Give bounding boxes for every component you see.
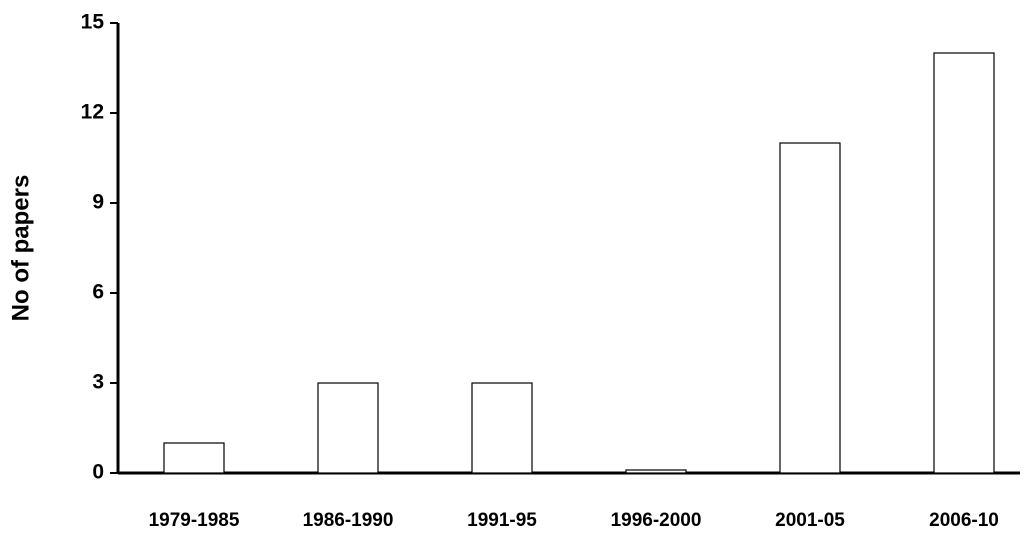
x-tick-label: 1991-95	[467, 510, 537, 531]
y-tick-label: 15	[81, 11, 105, 34]
bar	[779, 142, 841, 474]
y-tick-label: 6	[92, 281, 104, 304]
bar	[163, 442, 225, 474]
bar	[625, 469, 687, 474]
y-tick-label: 3	[92, 371, 104, 394]
bar	[317, 382, 379, 474]
bar	[471, 382, 533, 474]
x-tick-label: 1986-1990	[303, 510, 394, 531]
x-tick-label: 1996-2000	[611, 510, 702, 531]
y-axis-title: No of papers	[7, 175, 34, 322]
x-tick-label: 1979-1985	[149, 510, 240, 531]
y-tick-label: 0	[92, 461, 104, 484]
y-tick-label: 9	[92, 191, 104, 214]
y-tick-label: 12	[81, 101, 104, 124]
x-tick-label: 2006-10	[929, 510, 999, 531]
bar	[933, 52, 995, 474]
x-tick-label: 2001-05	[775, 510, 845, 531]
